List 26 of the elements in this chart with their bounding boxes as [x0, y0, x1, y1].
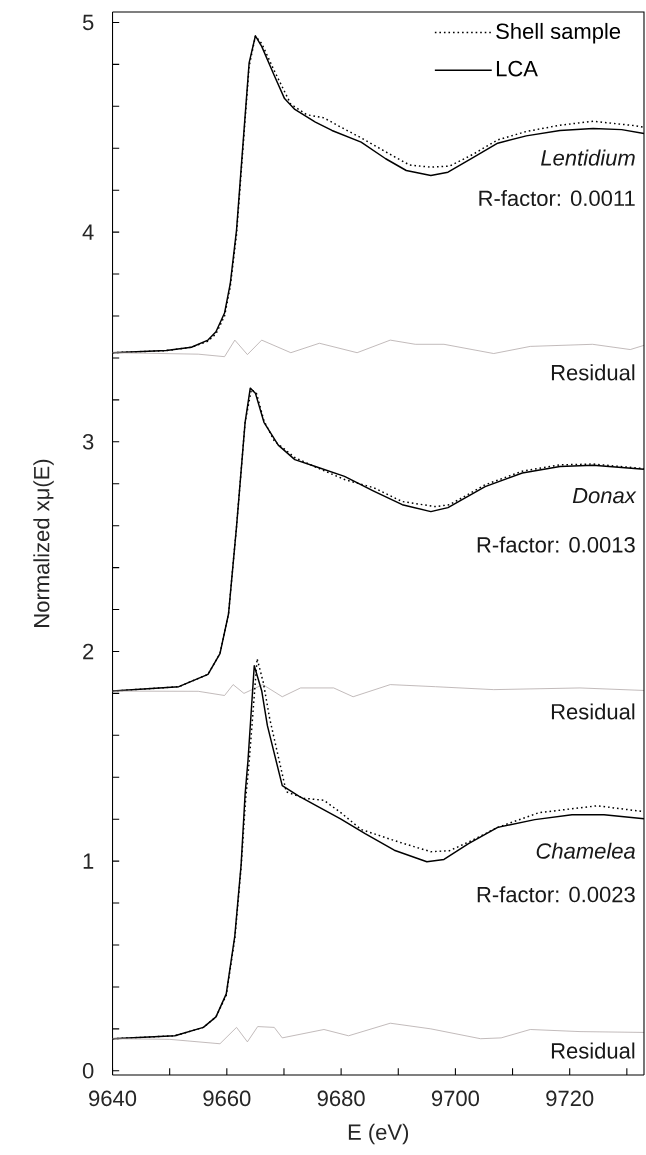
annotation: Chamelea [536, 842, 635, 859]
annotation: R-factor: 0.0023 [477, 886, 635, 903]
x-axis-title: E (eV) [348, 1123, 409, 1145]
annotation: R-factor: 0.0013 [477, 536, 635, 553]
y-tick-label: 4 [82, 224, 94, 240]
annotation: Lentidium [541, 149, 635, 166]
x-tick-label: 9680 [317, 1090, 365, 1107]
y-axis-title: Normalized xμ(E) [33, 459, 54, 627]
y-tick-label: 1 [83, 853, 94, 869]
legend-label: LCA [496, 60, 538, 77]
x-tick-label: 9660 [203, 1090, 251, 1107]
x-tick-label: 9640 [89, 1090, 137, 1107]
annotation: Residual [551, 1042, 635, 1059]
annotation: Residual [551, 364, 635, 381]
annotation: Donax [572, 487, 637, 504]
y-tick-label: 3 [82, 434, 94, 450]
x-tick-label: 9700 [431, 1090, 480, 1107]
y-tick-label: 0 [82, 1063, 94, 1079]
legend-label: Shell sample [496, 22, 621, 44]
y-tick-label: 2 [83, 643, 94, 660]
annotation: Residual [551, 703, 635, 720]
line-series [112, 339, 645, 358]
line-series [112, 684, 645, 698]
annotation: R-factor: 0.0011 [479, 189, 635, 207]
y-tick-label: 5 [82, 14, 94, 31]
x-tick-label: 9720 [546, 1090, 594, 1107]
